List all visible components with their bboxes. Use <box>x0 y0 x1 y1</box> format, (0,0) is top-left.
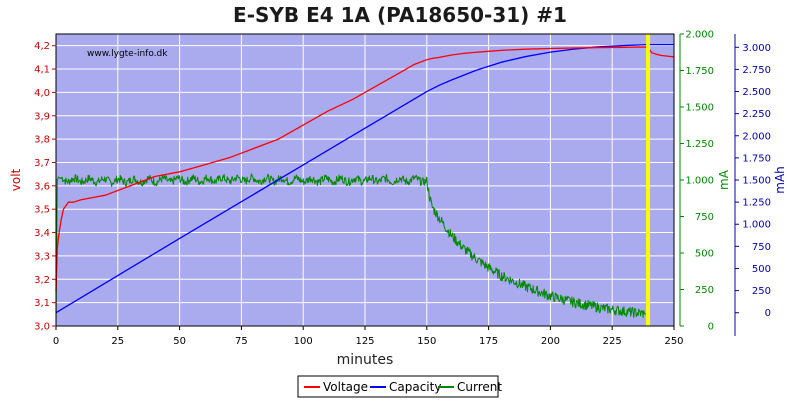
series-lines <box>55 43 675 327</box>
y-tick-label-mah: 1.000 <box>742 220 771 231</box>
y-axis-mah: 0 250 500 750 1.000 1.250 1.500 1.750 2.000 2.250… <box>734 34 771 336</box>
y-tick-label-mah: 250 <box>752 286 771 297</box>
series-line-voltage <box>55 46 675 291</box>
y-tick-label-mah: 2.000 <box>742 131 771 142</box>
y-tick-label-volt: 3,8 <box>34 135 50 146</box>
y-tick-label-mah: 750 <box>752 242 771 253</box>
y-tick-label-ma: 1.500 <box>685 103 714 114</box>
y-tick-label-mah: 2.500 <box>742 87 771 98</box>
y-tick-label-ma: 2.000 <box>685 30 714 41</box>
y-tick-label-volt: 3,6 <box>34 181 50 192</box>
y-tick-label-mah: 1.500 <box>742 176 771 187</box>
y-tick-label-volt: 3,4 <box>34 228 50 239</box>
y-tick-label-ma: 1.250 <box>685 139 714 150</box>
y-tick-label-ma: 500 <box>695 249 714 260</box>
y-tick-label-volt: 3,3 <box>34 251 50 262</box>
y-tick-label-mah: 1.250 <box>742 198 771 209</box>
marker-bar <box>646 34 651 326</box>
y-axis-ma: 0 250 500 750 1.000 1.250 1.500 1.750 2.000 <box>679 30 714 333</box>
y-axis-volt: 3,0 3,1 3,2 3,3 3,4 3,5 3,6 3,7 3,8 3,9 4,0 4,1 4,2 <box>34 34 57 333</box>
y-tick-label-ma: 1.000 <box>685 176 714 187</box>
y-tick-label-volt: 4,1 <box>34 65 50 76</box>
legend-label-voltage: Voltage <box>323 380 368 394</box>
series-line-current <box>55 173 650 327</box>
y-tick-label-ma: 1.750 <box>685 66 714 77</box>
y-tick-label-volt: 3,0 <box>34 322 50 333</box>
x-tick-label: 250 <box>664 336 683 347</box>
chart-title: E-SYB E4 1A (PA18650-31) #1 <box>233 3 567 27</box>
x-tick-label: 200 <box>541 336 560 347</box>
x-tick-label: 50 <box>173 336 186 347</box>
y-tick-label-mah: 1.750 <box>742 153 771 164</box>
y-tick-label-mah: 0 <box>765 308 771 319</box>
y-tick-label-volt: 4,0 <box>34 88 50 99</box>
legend-label-current: Current <box>457 380 502 394</box>
legend-label-capacity: Capacity <box>389 380 441 394</box>
x-tick-label: 150 <box>417 336 436 347</box>
y-tick-label-ma: 250 <box>695 285 714 296</box>
y-tick-label-ma: 750 <box>695 212 714 223</box>
x-axis: 0 25 50 75 100 125 150 175 200 225 250 <box>53 325 684 347</box>
y-tick-label-volt: 4,2 <box>34 41 50 52</box>
charge-end-marker <box>646 34 651 326</box>
y-axis-label-ma: mA <box>717 169 731 190</box>
x-axis-label: minutes <box>337 352 394 368</box>
x-tick-label: 0 <box>53 336 59 347</box>
x-tick-label: 175 <box>479 336 498 347</box>
x-tick-label: 25 <box>111 336 124 347</box>
y-tick-label-mah: 2.250 <box>742 109 771 120</box>
x-tick-label: 125 <box>355 336 374 347</box>
y-tick-label-mah: 500 <box>752 264 771 275</box>
y-axis-label-volt: volt <box>9 168 23 191</box>
x-tick-label: 75 <box>235 336 248 347</box>
x-tick-label: 100 <box>294 336 313 347</box>
y-tick-label-volt: 3,9 <box>34 111 50 122</box>
series-line-capacity <box>55 43 674 314</box>
y-tick-label-mah: 2.750 <box>742 65 771 76</box>
y-tick-label-volt: 3,2 <box>34 275 50 286</box>
watermark: www.lygte-info.dk <box>87 49 168 59</box>
legend: Voltage Capacity Current <box>297 375 502 398</box>
y-tick-label-ma: 0 <box>708 322 714 333</box>
x-tick-label: 225 <box>603 336 622 347</box>
y-tick-label-volt: 3,5 <box>34 205 50 216</box>
legend-box <box>297 375 499 398</box>
y-tick-label-volt: 3,1 <box>34 298 50 309</box>
y-tick-label-volt: 3,7 <box>34 158 50 169</box>
y-tick-label-mah: 3.000 <box>742 43 771 54</box>
y-axis-label-mah: mAh <box>773 166 787 194</box>
